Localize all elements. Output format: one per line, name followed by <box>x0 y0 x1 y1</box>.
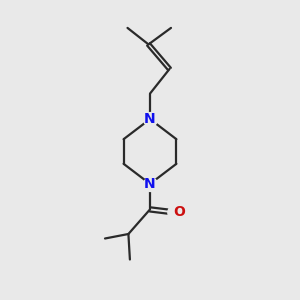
Text: O: O <box>173 206 185 219</box>
Text: N: N <box>144 112 156 126</box>
Text: N: N <box>144 177 156 191</box>
